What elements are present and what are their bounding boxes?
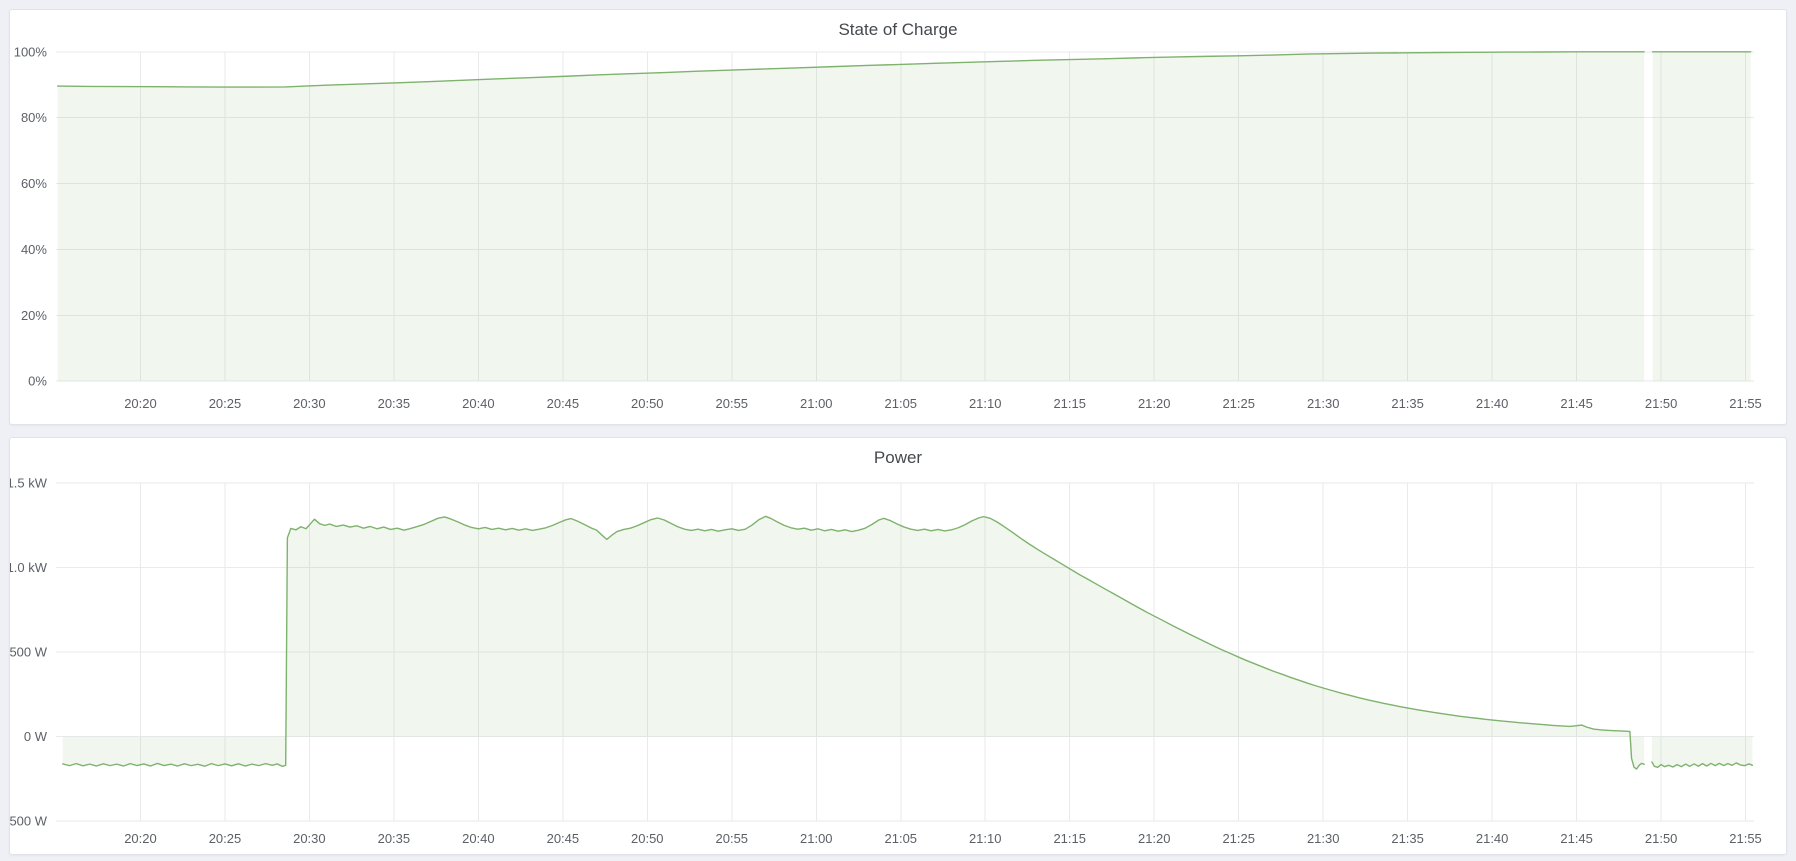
- y-axis-tick-label: 100%: [14, 44, 48, 59]
- grid-lines: [55, 51, 1755, 382]
- y-axis-tick-label: 1.0 kW: [10, 560, 48, 575]
- series-green: [56, 51, 1752, 382]
- panel-state-of-charge: State of Charge 0% 20% 40% 60% 80% 100% 20:20 2…: [9, 9, 1787, 425]
- x-axis-tick-label: 21:05: [885, 396, 917, 411]
- x-axis-tick-label: 21:10: [969, 831, 1001, 846]
- x-axis-tick-label: 21:35: [1391, 396, 1423, 411]
- x-axis-tick-label: 21:45: [1560, 831, 1592, 846]
- series-line: [1651, 761, 1754, 769]
- series-area-fill: [57, 51, 1645, 382]
- x-axis-tick-label: 21:25: [1222, 831, 1254, 846]
- soc-chart[interactable]: 0% 20% 40% 60% 80% 100% 20:20 20:25 20:30 20:35 20…: [10, 10, 1786, 424]
- x-axis-tick-label: 21:45: [1560, 396, 1592, 411]
- x-axis-tick-label: 20:35: [378, 396, 410, 411]
- panel-power: Power -500 W 0 W 500 W 1.0 kW 1.5 kW 20:20 20:…: [9, 437, 1787, 855]
- series-line: [56, 51, 1645, 88]
- x-axis-tick-label: 21:55: [1729, 831, 1761, 846]
- x-axis-tick-label: 21:50: [1645, 396, 1677, 411]
- x-axis-tick-label: 20:50: [631, 396, 663, 411]
- series-green: [62, 515, 1754, 770]
- x-axis-tick-label: 21:15: [1053, 396, 1085, 411]
- x-axis-tick-label: 21:40: [1476, 396, 1508, 411]
- x-axis-tick-label: 20:55: [716, 396, 748, 411]
- series-area-fill: [1651, 736, 1753, 768]
- x-axis-tick-label: 20:50: [631, 831, 663, 846]
- panel-title-power[interactable]: Power: [873, 448, 923, 467]
- grid-lines: [55, 482, 1755, 822]
- x-axis-tick-label: 21:20: [1138, 396, 1170, 411]
- y-axis-tick-label: 40%: [21, 242, 47, 257]
- y-axis-tick-label: 1.5 kW: [10, 475, 48, 490]
- y-axis-tick-label: 20%: [21, 308, 47, 323]
- x-axis-tick-label: 20:45: [547, 396, 579, 411]
- y-axis-tick-label: 60%: [21, 176, 47, 191]
- x-axis-tick-label: 21:40: [1476, 831, 1508, 846]
- x-axis-tick-label: 20:55: [716, 831, 748, 846]
- x-axis-tick-label: 21:10: [969, 396, 1001, 411]
- x-axis-tick-label: 21:30: [1307, 396, 1339, 411]
- x-axis-tick-label: 20:25: [209, 831, 241, 846]
- series-area-fill: [1652, 51, 1751, 382]
- y-axis-tick-label: 0%: [28, 374, 47, 389]
- y-axis-tick-label: 0 W: [24, 729, 48, 744]
- x-axis-tick-label: 20:20: [124, 396, 156, 411]
- x-axis-tick-label: 21:00: [800, 831, 832, 846]
- x-axis-tick-label: 21:00: [800, 396, 832, 411]
- x-axis-tick-label: 21:30: [1307, 831, 1339, 846]
- x-axis-tick-label: 20:25: [209, 396, 241, 411]
- x-axis-tick-label: 20:30: [293, 831, 325, 846]
- x-axis-tick-label: 21:25: [1222, 396, 1254, 411]
- x-axis-tick-label: 21:05: [885, 831, 917, 846]
- series-line: [62, 515, 1645, 770]
- y-axis-tick-label: 500 W: [10, 644, 48, 659]
- power-chart[interactable]: -500 W 0 W 500 W 1.0 kW 1.5 kW 20:20 20:25 20:3…: [10, 438, 1786, 854]
- x-axis-tick-label: 21:20: [1138, 831, 1170, 846]
- x-axis-tick-label: 20:40: [462, 396, 494, 411]
- x-axis-tick-label: 20:30: [293, 396, 325, 411]
- x-axis-tick-label: 21:35: [1391, 831, 1423, 846]
- x-axis-tick-label: 21:50: [1645, 831, 1677, 846]
- x-axis-tick-label: 20:20: [124, 831, 156, 846]
- series-area-fill: [62, 516, 1645, 770]
- panel-title-state-of-charge[interactable]: State of Charge: [838, 20, 958, 39]
- x-axis-tick-label: 20:45: [547, 831, 579, 846]
- axis-labels: -500 W 0 W 500 W 1.0 kW 1.5 kW 20:20 20:25 20:3…: [10, 475, 1762, 846]
- x-axis-tick-label: 20:35: [378, 831, 410, 846]
- y-axis-tick-label: 80%: [21, 110, 47, 125]
- x-axis-tick-label: 20:40: [462, 831, 494, 846]
- axis-labels: 0% 20% 40% 60% 80% 100% 20:20 20:25 20:30 20:35 20…: [14, 44, 1762, 411]
- x-axis-tick-label: 21:15: [1053, 831, 1085, 846]
- y-axis-tick-label: -500 W: [10, 814, 48, 829]
- x-axis-tick-label: 21:55: [1729, 396, 1761, 411]
